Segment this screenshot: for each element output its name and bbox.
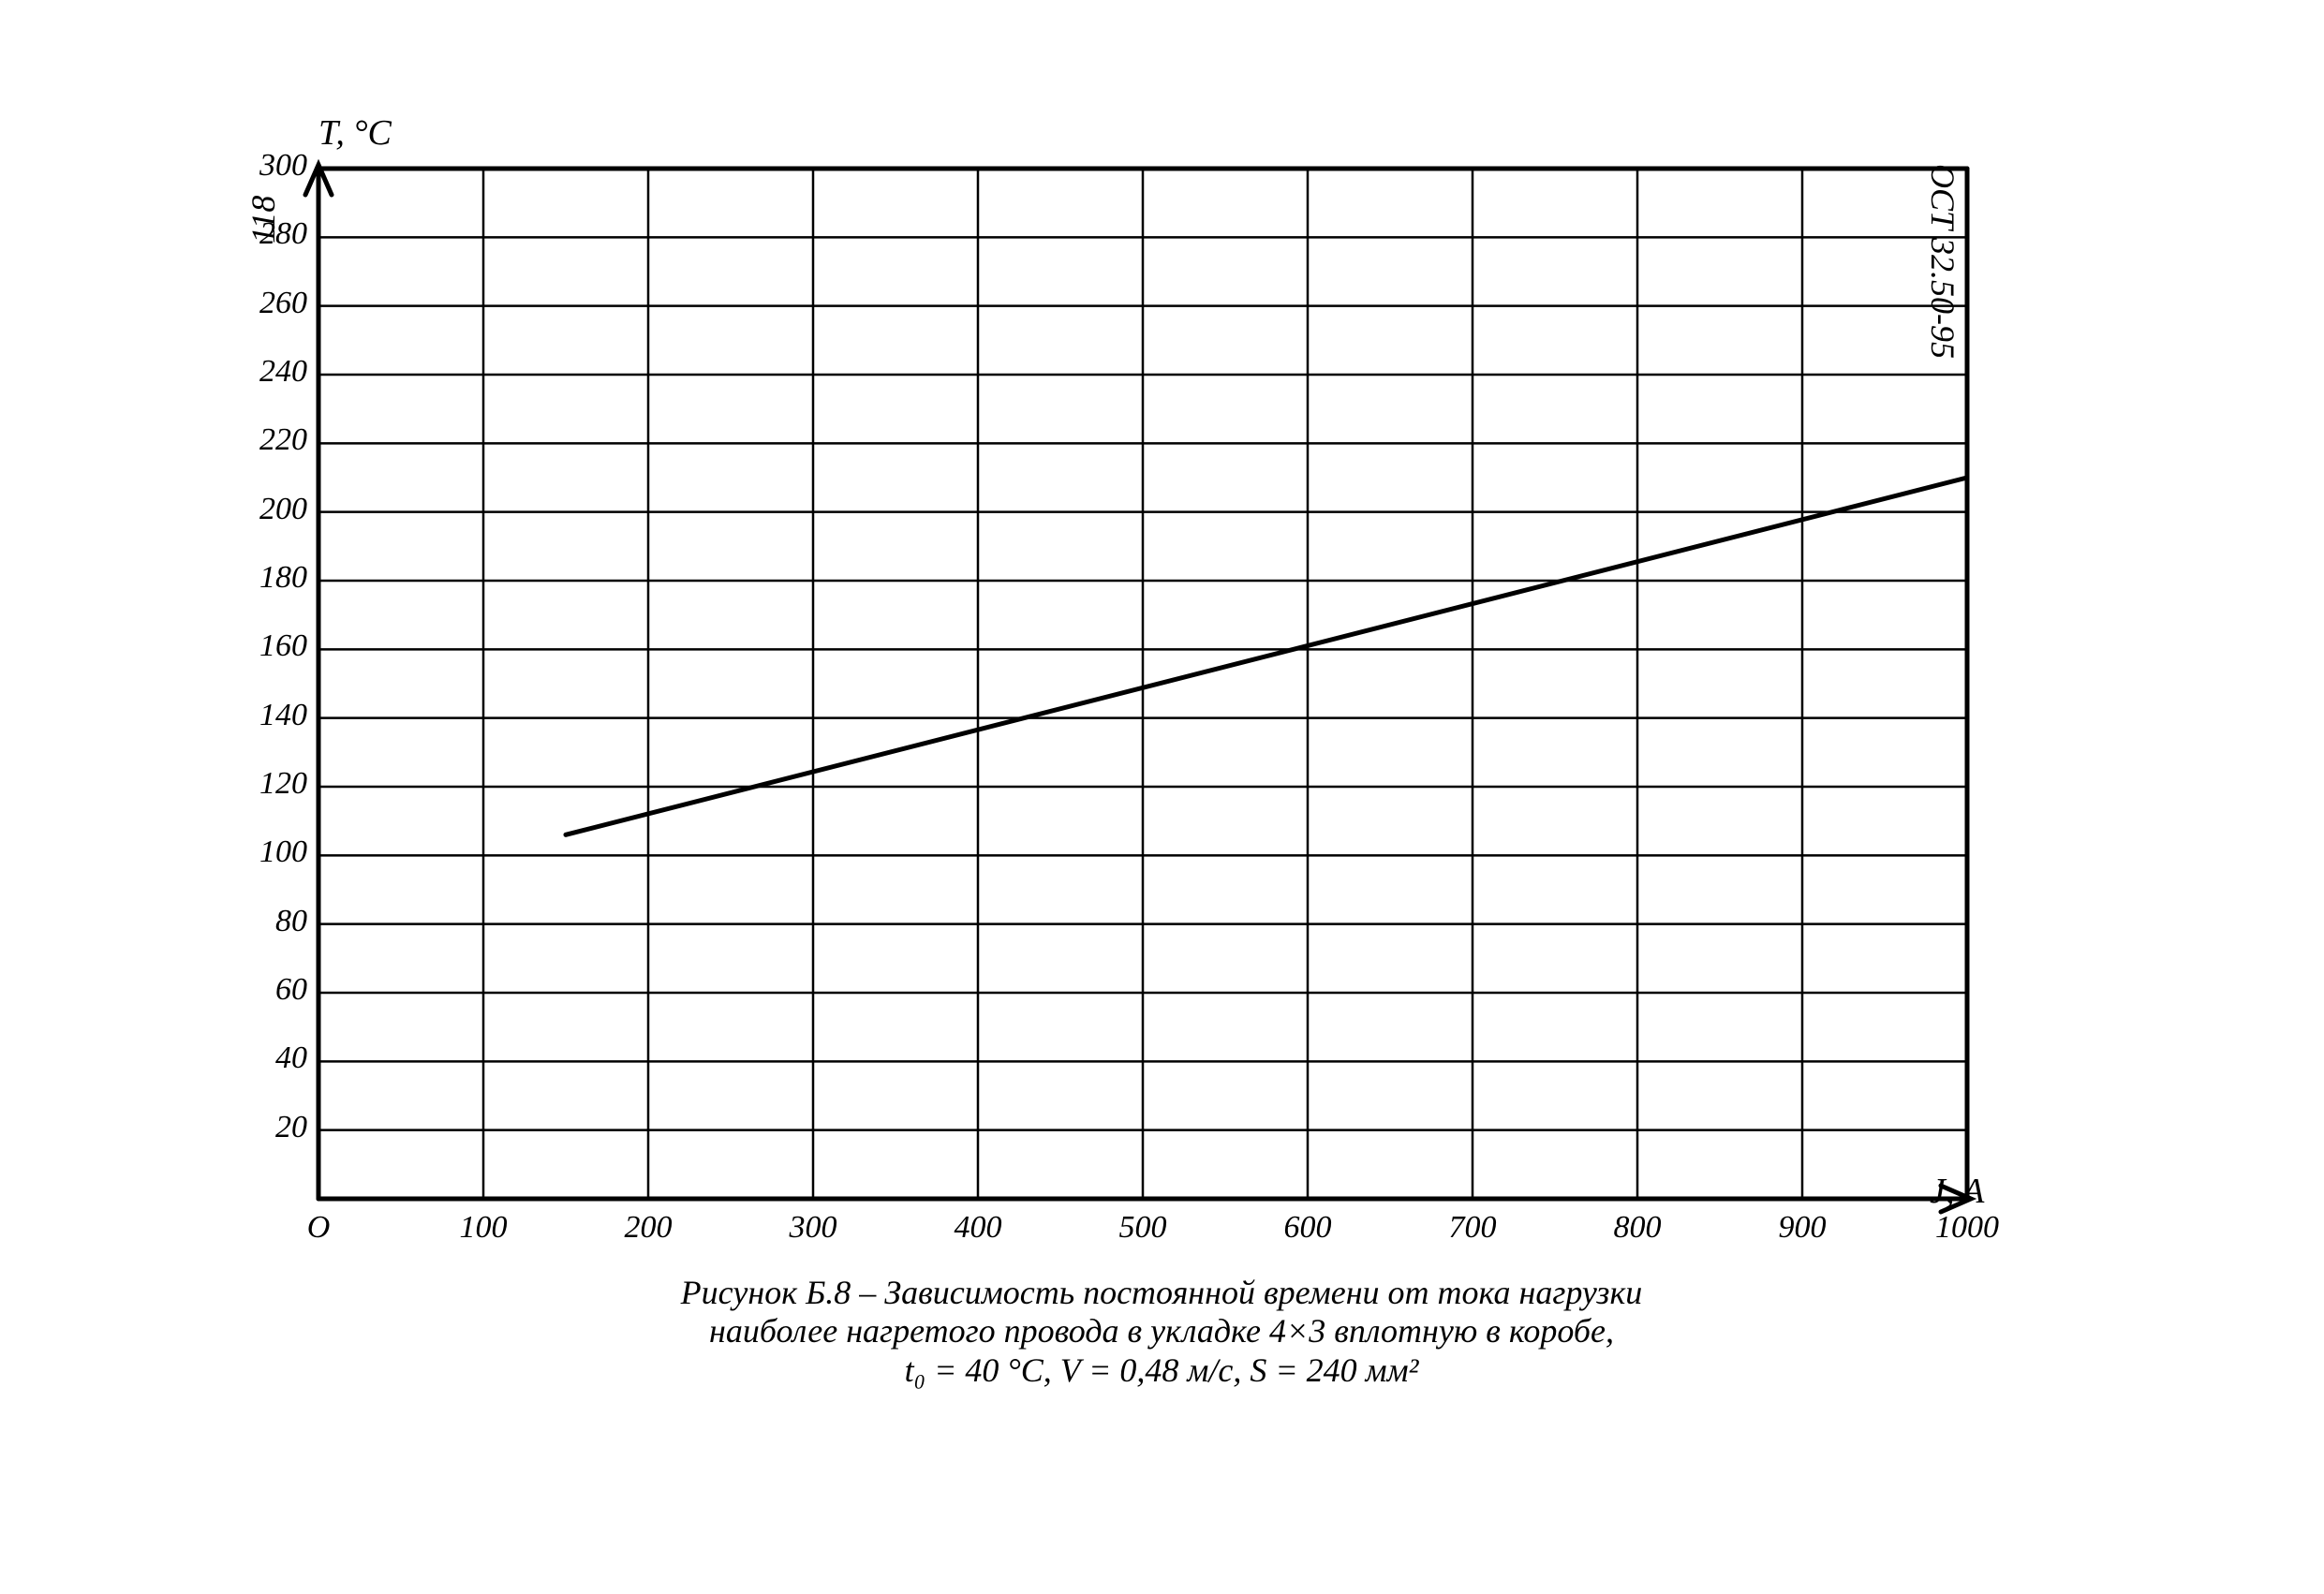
x-tick-label: 500 xyxy=(1105,1210,1180,1246)
y-tick-label: 20 xyxy=(275,1110,307,1145)
y-axis-title: T, °C xyxy=(318,112,392,154)
figure-caption: Рисунок Б.8 – Зависимость постоянной вре… xyxy=(272,1274,2051,1390)
y-tick-label: 300 xyxy=(259,148,307,184)
y-tick-label: 120 xyxy=(259,766,307,802)
x-tick-label: 600 xyxy=(1270,1210,1345,1246)
y-tick-label: 40 xyxy=(275,1041,307,1076)
y-tick-label: 240 xyxy=(259,354,307,390)
y-tick-label: 160 xyxy=(259,628,307,664)
y-tick-label: 220 xyxy=(259,422,307,458)
x-tick-label: 1000 xyxy=(1930,1210,2005,1246)
x-axis-title: J, A xyxy=(1930,1171,1984,1212)
y-tick-label: 180 xyxy=(259,560,307,596)
x-tick-label: 900 xyxy=(1765,1210,1840,1246)
y-tick-label: 100 xyxy=(259,834,307,870)
y-tick-label: 140 xyxy=(259,698,307,733)
chart xyxy=(262,159,2042,1288)
x-tick-label: 200 xyxy=(611,1210,686,1246)
x-tick-label: O xyxy=(281,1210,356,1246)
x-tick-label: 300 xyxy=(776,1210,851,1246)
caption-line-3: t₀ = 40 °C, V = 0,48 м/с, S = 240 мм² xyxy=(272,1351,2051,1390)
x-tick-label: 400 xyxy=(940,1210,1015,1246)
y-tick-label: 200 xyxy=(259,492,307,527)
y-tick-label: 60 xyxy=(275,972,307,1008)
y-tick-label: 80 xyxy=(275,904,307,939)
caption-line-2: наиболее нагретого провода в укладке 4×3… xyxy=(272,1312,2051,1350)
x-tick-label: 100 xyxy=(446,1210,521,1246)
chart-svg xyxy=(262,159,2042,1283)
y-tick-label: 260 xyxy=(259,286,307,321)
x-tick-label: 800 xyxy=(1600,1210,1675,1246)
caption-line-1: Рисунок Б.8 – Зависимость постоянной вре… xyxy=(272,1274,2051,1312)
y-tick-label: 280 xyxy=(259,216,307,252)
x-tick-label: 700 xyxy=(1435,1210,1510,1246)
page: 118 ОСТ 32.50-95 T, °C 20406080100120140… xyxy=(0,0,2324,1594)
